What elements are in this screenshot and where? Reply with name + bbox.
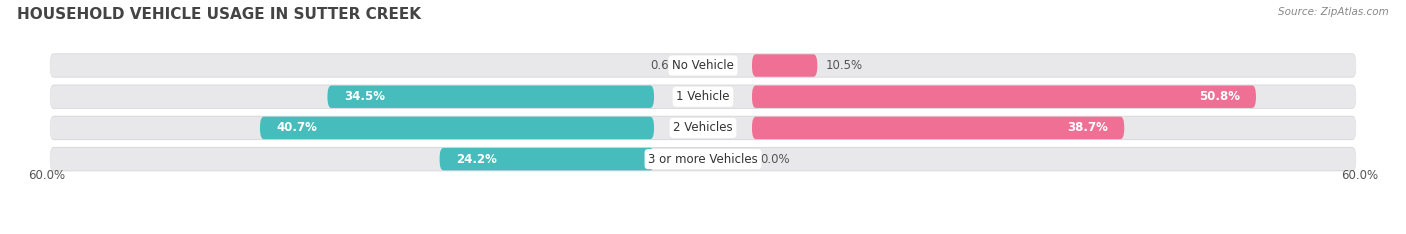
Text: 50.8%: 50.8% xyxy=(1199,90,1240,103)
FancyBboxPatch shape xyxy=(49,84,1357,109)
Text: 40.7%: 40.7% xyxy=(277,121,318,134)
FancyBboxPatch shape xyxy=(440,148,654,170)
FancyBboxPatch shape xyxy=(328,85,654,108)
Text: No Vehicle: No Vehicle xyxy=(672,59,734,72)
Text: 1 Vehicle: 1 Vehicle xyxy=(676,90,730,103)
Text: 60.0%: 60.0% xyxy=(1341,169,1378,182)
FancyBboxPatch shape xyxy=(752,117,1125,139)
FancyBboxPatch shape xyxy=(49,53,1357,78)
FancyBboxPatch shape xyxy=(49,85,1357,108)
Text: HOUSEHOLD VEHICLE USAGE IN SUTTER CREEK: HOUSEHOLD VEHICLE USAGE IN SUTTER CREEK xyxy=(17,7,420,22)
Text: 60.0%: 60.0% xyxy=(28,169,65,182)
FancyBboxPatch shape xyxy=(49,148,1357,170)
Text: 3 or more Vehicles: 3 or more Vehicles xyxy=(648,153,758,166)
Text: 10.5%: 10.5% xyxy=(825,59,863,72)
FancyBboxPatch shape xyxy=(49,116,1357,140)
FancyBboxPatch shape xyxy=(752,85,1256,108)
FancyBboxPatch shape xyxy=(49,117,1357,139)
Text: 0.0%: 0.0% xyxy=(761,153,790,166)
FancyBboxPatch shape xyxy=(49,54,1357,77)
FancyBboxPatch shape xyxy=(260,117,654,139)
FancyBboxPatch shape xyxy=(49,147,1357,171)
Text: 34.5%: 34.5% xyxy=(344,90,385,103)
Text: 0.66%: 0.66% xyxy=(650,59,688,72)
Text: 24.2%: 24.2% xyxy=(456,153,496,166)
Text: 38.7%: 38.7% xyxy=(1067,121,1108,134)
FancyBboxPatch shape xyxy=(752,54,817,77)
Text: 2 Vehicles: 2 Vehicles xyxy=(673,121,733,134)
Text: Source: ZipAtlas.com: Source: ZipAtlas.com xyxy=(1278,7,1389,17)
